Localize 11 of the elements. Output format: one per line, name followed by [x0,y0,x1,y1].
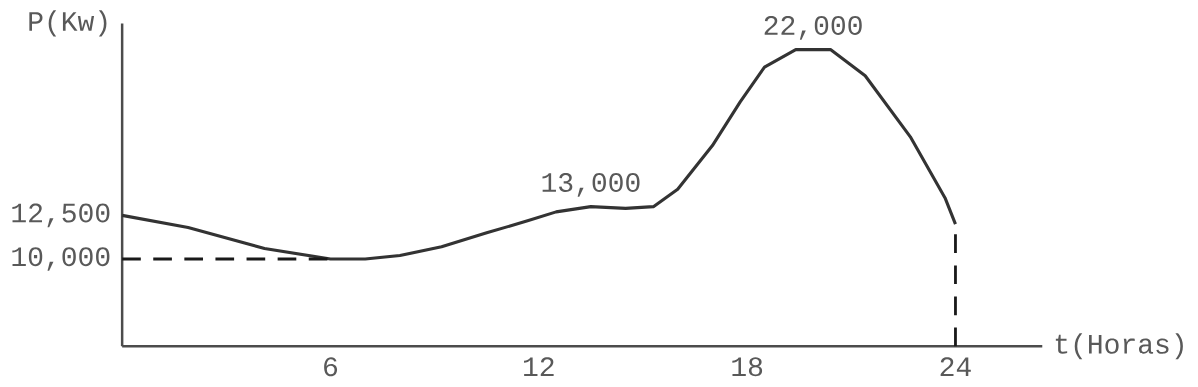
x-tick-label: 24 [940,357,971,377]
x-tick-label: 6 [324,357,338,377]
line-series [120,48,958,261]
annotation: 22,000 [764,16,862,40]
annotation: 13,000 [542,173,640,197]
x-tick-label: 18 [732,357,763,377]
x-tick-label: 12 [524,357,554,377]
y-tick-label: 12,500 [12,203,110,228]
y-axis-title: P(Kw) [29,10,107,37]
y-tick-label: 10,000 [12,247,110,272]
x-axis-title: t(Horas) [1055,333,1183,360]
